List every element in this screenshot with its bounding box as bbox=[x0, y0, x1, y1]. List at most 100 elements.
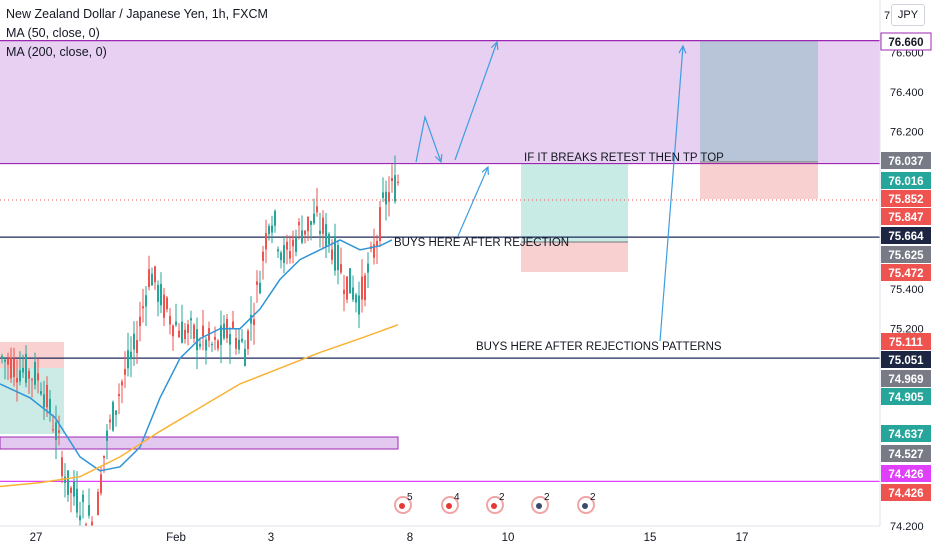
arrow-tp-top[interactable] bbox=[454, 41, 498, 161]
candle bbox=[82, 490, 84, 519]
candle bbox=[322, 210, 324, 250]
price-badge[interactable]: 74.527 bbox=[881, 445, 931, 462]
candle bbox=[277, 246, 279, 258]
price-badge[interactable]: 74.905 bbox=[881, 388, 931, 405]
price-badge[interactable]: 75.847 bbox=[881, 208, 931, 225]
price-badge-box bbox=[881, 351, 931, 368]
price-badge[interactable]: 75.625 bbox=[881, 246, 931, 263]
candle-body bbox=[52, 429, 54, 431]
candle-body bbox=[61, 457, 63, 477]
arrow-breakout[interactable] bbox=[457, 166, 489, 237]
candle bbox=[319, 212, 321, 248]
candle-body bbox=[88, 505, 90, 516]
price-badge[interactable]: 75.472 bbox=[881, 264, 931, 281]
price-badge[interactable]: 75.051 bbox=[881, 351, 931, 368]
price-badge[interactable]: 74.426 bbox=[881, 484, 931, 501]
candle bbox=[283, 236, 285, 274]
ma200-line[interactable] bbox=[0, 324, 399, 488]
price-badge-box bbox=[881, 152, 931, 169]
position-stop-right bbox=[700, 162, 818, 199]
symbol-title[interactable]: New Zealand Dollar / Japanese Yen, 1h, F… bbox=[6, 7, 268, 21]
candle bbox=[196, 317, 198, 370]
candle-body bbox=[322, 217, 324, 234]
price-badge-label: 75.625 bbox=[888, 250, 924, 262]
price-badge[interactable]: 76.660 bbox=[880, 32, 932, 51]
indicator-ma200-label[interactable]: MA (200, close, 0) bbox=[6, 45, 107, 59]
candle bbox=[46, 376, 48, 418]
candle bbox=[298, 218, 300, 240]
currency-button[interactable]: JPY bbox=[891, 4, 925, 26]
candle bbox=[37, 358, 39, 394]
price-badge[interactable]: 74.969 bbox=[881, 370, 931, 387]
candle-body bbox=[169, 316, 171, 325]
candle-body bbox=[352, 287, 354, 300]
candle-body bbox=[361, 276, 363, 300]
event-marker[interactable]: 2 bbox=[531, 492, 550, 514]
candle bbox=[55, 405, 57, 460]
event-marker[interactable]: 2 bbox=[577, 492, 596, 514]
indicator-ma50-label[interactable]: MA (50, close, 0) bbox=[6, 26, 100, 40]
candle-body bbox=[265, 233, 267, 250]
candle-body bbox=[253, 319, 255, 326]
event-count: 2 bbox=[499, 492, 505, 503]
candle-body bbox=[337, 245, 339, 271]
candle bbox=[28, 367, 30, 394]
candle-body bbox=[112, 401, 114, 431]
candle bbox=[295, 229, 297, 257]
price-badge[interactable]: 74.637 bbox=[881, 425, 931, 442]
time-tick-label: 15 bbox=[644, 532, 657, 544]
candle-body bbox=[4, 359, 6, 362]
price-badge[interactable]: 75.852 bbox=[881, 190, 931, 207]
annotation-buys-rejection[interactable]: BUYS HERE AFTER REJECTION bbox=[394, 237, 569, 249]
candle-body bbox=[40, 391, 42, 395]
price-badge-box bbox=[881, 246, 931, 263]
candle-body bbox=[100, 474, 102, 494]
candle-body bbox=[379, 207, 381, 241]
candle bbox=[247, 328, 249, 356]
candle bbox=[124, 351, 126, 389]
candle-body bbox=[301, 230, 303, 243]
event-marker[interactable]: 4 bbox=[441, 492, 460, 514]
ma50-line[interactable] bbox=[0, 239, 393, 472]
candle-body bbox=[31, 379, 33, 381]
candle bbox=[385, 180, 387, 221]
price-badge[interactable]: 75.664 bbox=[881, 227, 931, 244]
price-tick-label: 76.200 bbox=[890, 126, 924, 138]
candle-body bbox=[346, 276, 348, 300]
price-tick-label: 75.200 bbox=[890, 324, 924, 336]
price-badge[interactable]: 76.037 bbox=[881, 152, 931, 169]
candle bbox=[157, 280, 159, 317]
annotation-buys-patterns[interactable]: BUYS HERE AFTER REJECTIONS PATTERNS bbox=[476, 341, 722, 353]
candle bbox=[289, 235, 291, 264]
candle-body bbox=[76, 488, 78, 513]
candle bbox=[127, 332, 129, 377]
price-badge-label: 74.527 bbox=[888, 449, 923, 461]
candle-body bbox=[274, 211, 276, 226]
candle bbox=[301, 215, 303, 245]
price-badge[interactable]: 75.111 bbox=[881, 333, 931, 350]
arrow-long-target[interactable] bbox=[659, 45, 684, 342]
price-badge-label: 75.852 bbox=[888, 194, 923, 206]
event-marker[interactable]: 2 bbox=[486, 492, 505, 514]
candle bbox=[139, 301, 141, 342]
candle bbox=[118, 383, 120, 415]
candle bbox=[43, 380, 45, 421]
annotation-breaks-retest[interactable]: IF IT BREAKS RETEST THEN TP TOP bbox=[524, 152, 724, 164]
price-badge[interactable]: 76.016 bbox=[881, 172, 931, 189]
candle bbox=[202, 310, 204, 351]
event-count: 2 bbox=[590, 492, 596, 503]
event-marker[interactable]: 5 bbox=[394, 492, 413, 514]
candle-body bbox=[205, 339, 207, 351]
candle bbox=[106, 424, 108, 460]
candle bbox=[337, 240, 339, 285]
candle bbox=[187, 319, 189, 346]
arrow-retest[interactable] bbox=[415, 114, 442, 163]
candle-body bbox=[1, 356, 3, 359]
candle-body bbox=[268, 225, 270, 235]
candle bbox=[130, 336, 132, 378]
candle-body bbox=[28, 370, 30, 379]
price-badge[interactable]: 74.426 bbox=[881, 465, 931, 482]
candle bbox=[328, 232, 330, 253]
